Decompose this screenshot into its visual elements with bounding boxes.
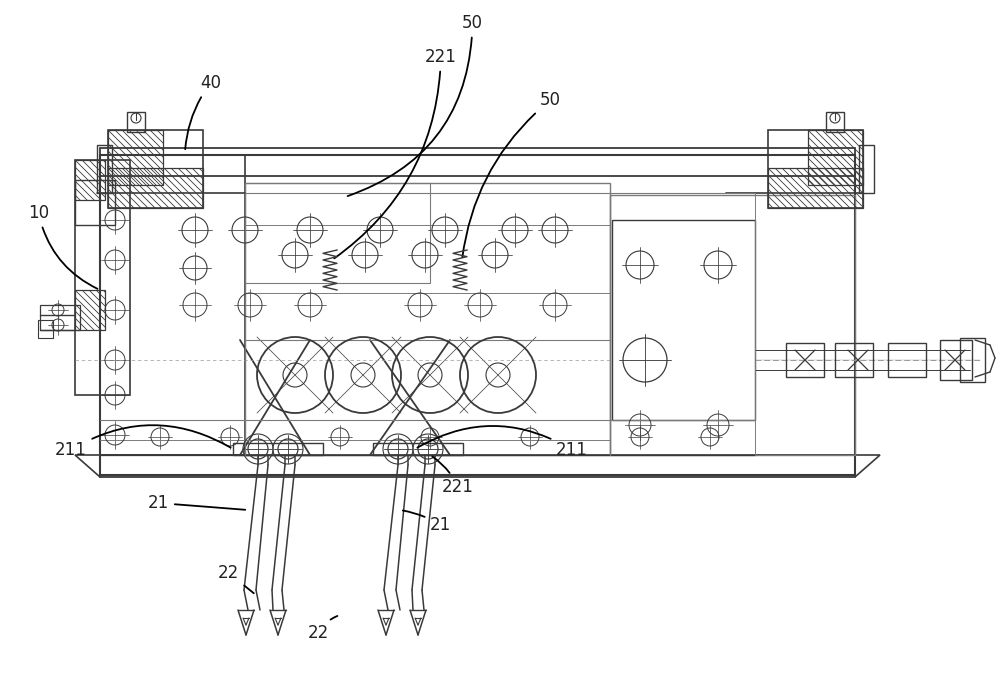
Bar [108, 130, 203, 208]
Bar [610, 195, 855, 455]
Bar [786, 343, 824, 377]
Bar [108, 130, 163, 185]
Bar [835, 343, 873, 377]
Bar [768, 130, 863, 208]
Text: 221: 221 [334, 48, 457, 258]
Text: 50: 50 [462, 91, 561, 257]
Bar [75, 160, 105, 200]
Bar [40, 305, 80, 330]
Bar [97, 145, 112, 193]
Text: 22: 22 [308, 616, 337, 642]
Bar [245, 183, 430, 283]
Text: 21: 21 [148, 494, 245, 512]
Bar [108, 168, 203, 208]
Bar [826, 112, 844, 132]
Text: 221: 221 [432, 456, 474, 496]
Bar [888, 343, 926, 377]
Bar [38, 320, 53, 338]
Text: 211: 211 [417, 426, 588, 459]
Bar [940, 340, 972, 380]
Text: 21: 21 [403, 511, 451, 534]
Bar [960, 338, 985, 382]
Bar [100, 455, 855, 477]
Text: 211: 211 [55, 425, 231, 459]
Bar [75, 160, 130, 395]
Bar [100, 155, 245, 455]
Bar [612, 220, 755, 420]
Text: 50: 50 [348, 14, 483, 196]
Bar [75, 180, 115, 225]
Text: 40: 40 [185, 74, 221, 149]
Text: 22: 22 [218, 564, 254, 593]
Bar [127, 112, 145, 132]
Bar [245, 183, 610, 455]
Text: 10: 10 [28, 204, 97, 289]
Bar [100, 148, 855, 176]
Bar [808, 130, 863, 185]
Bar [233, 443, 323, 455]
Bar [859, 145, 874, 193]
Bar [768, 168, 863, 208]
Bar [373, 443, 463, 455]
Bar [75, 290, 105, 330]
Bar [100, 155, 855, 475]
